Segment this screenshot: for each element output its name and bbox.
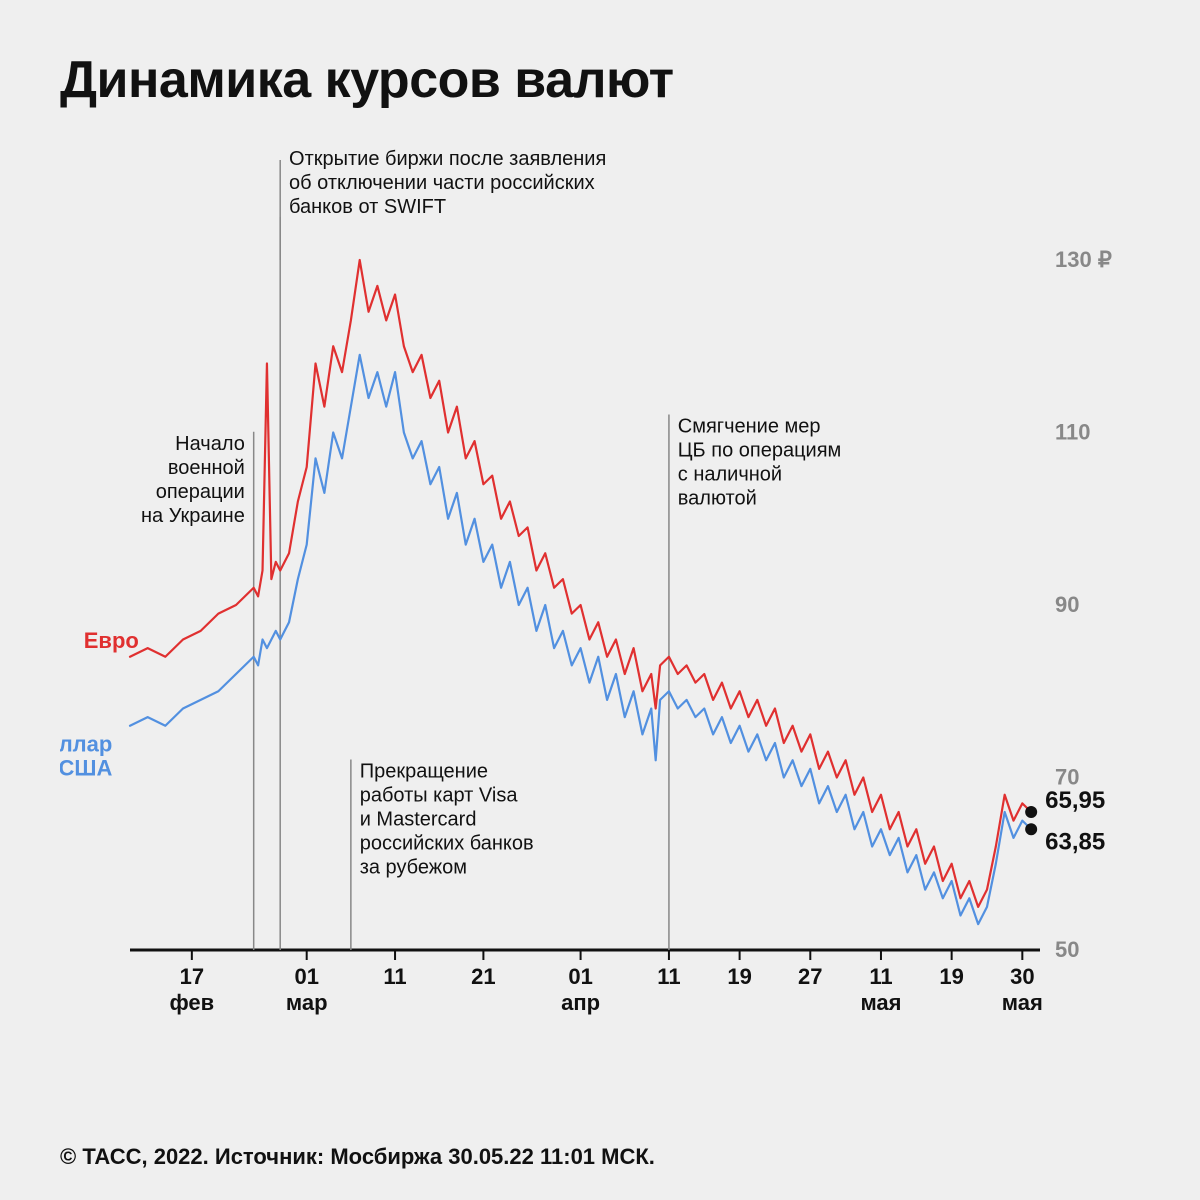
annotation-text: Начало: [175, 433, 245, 455]
x-tick-label: 11: [869, 964, 892, 989]
y-tick-label: 130 ₽: [1055, 247, 1112, 272]
chart-container: 507090110130 ₽17фев01мар112101апр1119271…: [60, 140, 1150, 1114]
annotation-text: российских банков: [360, 833, 534, 855]
annotation-text: операции: [156, 481, 245, 503]
y-tick-label: 50: [1055, 937, 1079, 962]
x-tick-label: 11: [657, 964, 680, 989]
y-tick-label: 90: [1055, 592, 1079, 617]
y-tick-label: 110: [1055, 420, 1091, 445]
end-marker: [1025, 823, 1037, 835]
chart-title: Динамика курсов валют: [60, 50, 1150, 110]
annotation-text: военной: [168, 457, 245, 479]
series-label: Евро: [84, 628, 139, 653]
annotation-text: банков от SWIFT: [289, 196, 446, 218]
x-tick-sublabel: мар: [286, 990, 328, 1015]
end-value-label: 63,85: [1045, 828, 1105, 855]
series-label: ДолларСША: [60, 732, 112, 781]
annotation-text: и Mastercard: [360, 809, 477, 831]
x-tick-sublabel: мая: [860, 990, 901, 1015]
x-tick-label: 19: [727, 964, 751, 989]
x-tick-sublabel: мая: [1002, 990, 1043, 1015]
chart-footer: © ТАСС, 2022. Источник: Мосбиржа 30.05.2…: [60, 1144, 1150, 1170]
annotation-text: Открытие биржи после заявления: [289, 148, 606, 170]
end-value-label: 65,95: [1045, 787, 1105, 814]
currency-chart: 507090110130 ₽17фев01мар112101апр1119271…: [60, 140, 1150, 1040]
x-tick-label: 19: [939, 964, 963, 989]
x-tick-label: 11: [383, 964, 406, 989]
x-tick-label: 01: [568, 964, 592, 989]
x-tick-label: 27: [798, 964, 822, 989]
annotation-text: на Украине: [141, 505, 245, 527]
x-tick-sublabel: апр: [561, 990, 600, 1015]
annotation-text: за рубежом: [360, 857, 467, 879]
series-Евро: [130, 260, 1031, 907]
x-tick-label: 17: [180, 964, 204, 989]
annotation-text: с наличной: [678, 464, 782, 486]
x-tick-label: 30: [1010, 964, 1034, 989]
annotation-text: Смягчение мер: [678, 416, 821, 438]
annotation-text: Прекращение: [360, 761, 488, 783]
annotation-text: об отключении части российских: [289, 172, 595, 194]
annotation-text: ЦБ по операциям: [678, 440, 842, 462]
x-tick-label: 21: [471, 964, 495, 989]
x-tick-sublabel: фев: [169, 990, 214, 1015]
annotation-text: работы карт Visa: [360, 785, 519, 807]
end-marker: [1025, 806, 1037, 818]
x-tick-label: 01: [294, 964, 318, 989]
y-tick-label: 70: [1055, 765, 1079, 790]
annotation-text: валютой: [678, 488, 757, 510]
